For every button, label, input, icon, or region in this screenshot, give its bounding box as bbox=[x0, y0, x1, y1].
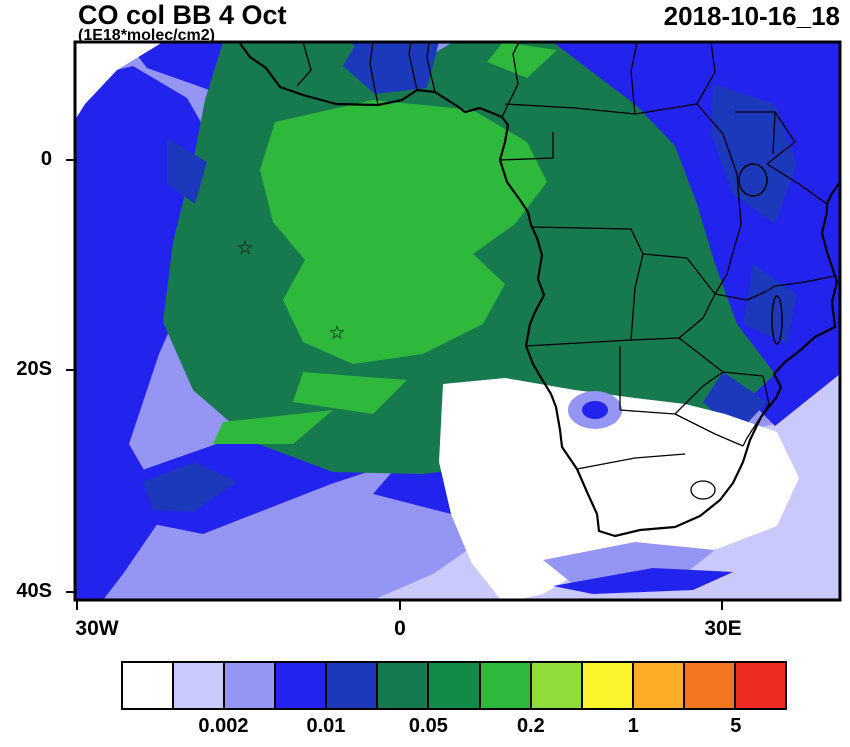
page-title: CO col BB 4 Oct bbox=[78, 0, 287, 30]
contour-region bbox=[686, 471, 734, 497]
contour-region bbox=[260, 100, 547, 364]
axis-ticks bbox=[66, 159, 723, 610]
coastline-path bbox=[238, 42, 840, 538]
y-tick-label-0: 0 bbox=[40, 148, 52, 170]
station-markers: ☆ ☆ bbox=[236, 238, 345, 344]
contour-field bbox=[75, 42, 840, 600]
colorbar-tick-label: 5 bbox=[730, 715, 742, 737]
contour-region bbox=[143, 462, 237, 512]
colorbar-cell bbox=[531, 663, 583, 708]
units-subtitle: (1E18*molec/cm2) bbox=[78, 27, 215, 44]
colorbar-cell bbox=[378, 663, 430, 708]
contour-region bbox=[75, 42, 163, 120]
contour-region bbox=[553, 568, 733, 594]
datetime-label: 2018-10-16_18 bbox=[663, 1, 840, 31]
x-tick-label-0: 0 bbox=[394, 617, 406, 640]
colorbar-cell bbox=[174, 663, 226, 708]
colorbar-cell bbox=[735, 663, 786, 708]
colorbar-cell bbox=[582, 663, 634, 708]
map-frame bbox=[73, 40, 842, 602]
y-tick-label-20s: 20S bbox=[16, 358, 52, 380]
colorbar-cell bbox=[123, 663, 175, 708]
colorbar-tick-label: 0.01 bbox=[306, 715, 346, 737]
colorbar-cell bbox=[684, 663, 736, 708]
colorbar-cell bbox=[633, 663, 685, 708]
colorbar-cell bbox=[225, 663, 277, 708]
map-plot-area: ☆ ☆ bbox=[66, 40, 842, 610]
map-svg: ☆ ☆ bbox=[66, 40, 842, 610]
contour-region bbox=[703, 372, 767, 434]
contour-region bbox=[711, 84, 797, 224]
contour-region bbox=[582, 401, 608, 419]
contour-region bbox=[213, 410, 333, 444]
colorbar-cell bbox=[480, 663, 532, 708]
colorbar-tick-label: 0.2 bbox=[516, 715, 545, 737]
x-tick-label-30w: 30W bbox=[75, 617, 119, 640]
contour-region bbox=[167, 138, 207, 204]
colorbar-tick-label: 0.002 bbox=[198, 715, 249, 737]
star-marker-1: ☆ bbox=[236, 238, 253, 259]
colorbar-labels: 0.002 0.01 0.05 0.2 1 5 bbox=[121, 715, 787, 741]
colorbar-cell bbox=[327, 663, 379, 708]
colorbar-cell bbox=[276, 663, 328, 708]
star-marker-2: ☆ bbox=[328, 323, 345, 344]
lake-malawi-outline bbox=[771, 295, 783, 345]
contour-region bbox=[743, 264, 797, 344]
lake-victoria-outline bbox=[738, 163, 768, 197]
x-tick-label-30e: 30E bbox=[704, 617, 742, 640]
geo-outlines bbox=[238, 42, 840, 538]
colorbar-cells bbox=[121, 661, 787, 710]
colorbar-tick-label: 1 bbox=[627, 715, 639, 737]
contour-region bbox=[439, 378, 799, 600]
contour-region bbox=[487, 42, 557, 78]
contour-region bbox=[293, 372, 407, 414]
country-borders-path bbox=[296, 42, 836, 470]
colorbar-tick-label: 0.05 bbox=[408, 715, 448, 737]
lesotho-border bbox=[690, 480, 716, 500]
y-tick-label-40s: 40S bbox=[16, 580, 52, 602]
colorbar-cell bbox=[429, 663, 481, 708]
